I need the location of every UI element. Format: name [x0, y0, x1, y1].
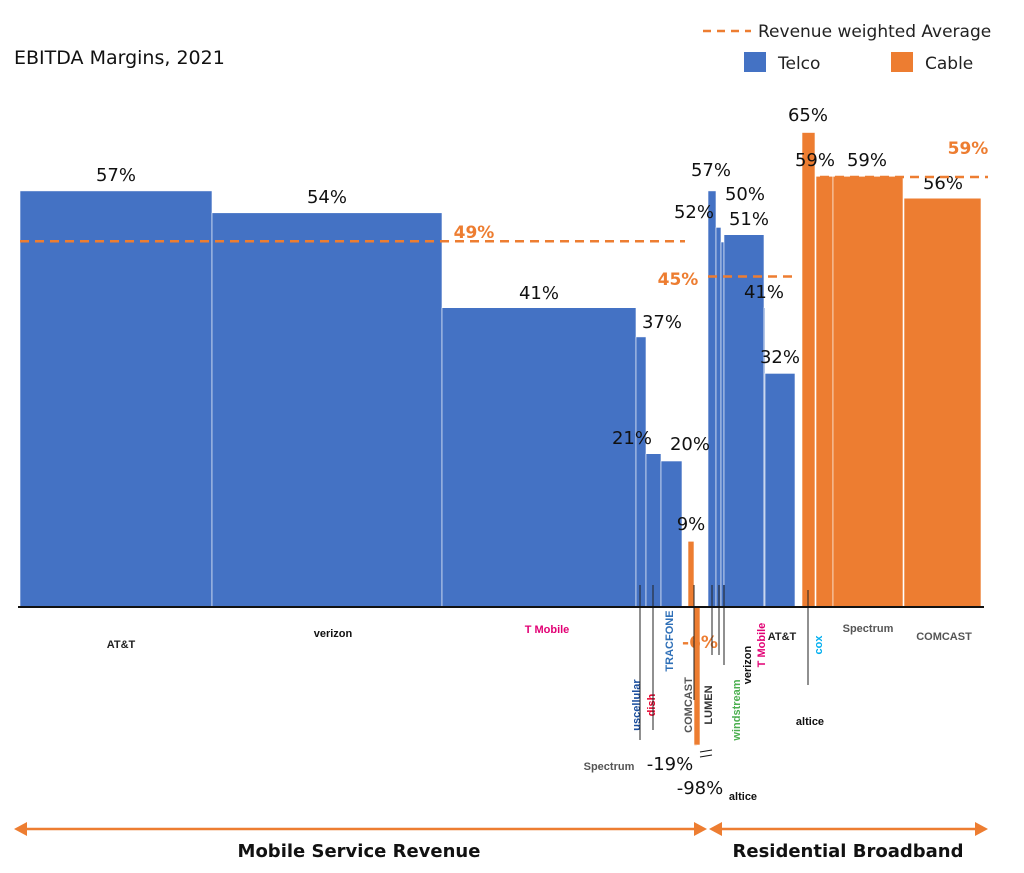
average-label-mobile: 49%	[454, 223, 495, 243]
company-logo-comcast-3: COMCAST	[916, 631, 972, 643]
bar-mobile-service-revenue-comcast	[687, 540, 695, 608]
extra-label-negative: -6%	[682, 633, 718, 653]
bar-residential-broadband-at-t	[764, 373, 796, 608]
company-logo-comcast-11: COMCAST	[683, 677, 695, 733]
value-label-at-t: 32%	[760, 347, 800, 368]
bar-mobile-service-revenue-verizon	[211, 212, 443, 608]
value-label-verizon: 54%	[307, 187, 347, 208]
value-label-lumen: 57%	[691, 160, 731, 181]
bar-mobile-service-revenue-at-t	[19, 190, 213, 608]
section-arrows: Mobile Service Revenue Residential Broad…	[14, 822, 988, 862]
legend-average-label: Revenue weighted Average	[758, 22, 991, 42]
section-label-broadband: Residential Broadband	[733, 841, 964, 862]
company-logo-tracfone-10: TRACFONE	[664, 610, 676, 671]
broadband-arrow-left-head	[709, 822, 722, 836]
value-label-windstream: 50%	[725, 184, 765, 205]
company-logo-spectrum-16: Spectrum	[584, 761, 635, 773]
value-label-t-mobile: 41%	[744, 282, 784, 303]
value-labels-layer: 57% 54% 41% 37% 21% 20% 9% -19% -98% 57% 52% 50% 51%…	[96, 105, 963, 799]
value-label-tracfone: 20%	[670, 434, 710, 455]
company-logo-dish-9: dish	[646, 693, 658, 716]
bar-residential-broadband-cox	[815, 176, 834, 608]
legend-cable-swatch	[891, 52, 913, 72]
bar-mobile-service-revenue-uscellular	[635, 336, 647, 608]
bar-residential-broadband-comcast	[903, 197, 982, 608]
company-logo-verizon-14: verizon	[742, 645, 754, 684]
company-logo-altice-7: altice	[796, 716, 824, 728]
average-label-cable-broadband: 59%	[948, 139, 989, 159]
bracket-mark-2	[699, 754, 713, 758]
value-label-spectrum: -19%	[647, 754, 694, 775]
value-label-t-mobile: 41%	[519, 283, 559, 304]
company-logo-t-mobile-2: T Mobile	[525, 624, 570, 636]
company-logo-at-t-0: AT&T	[107, 639, 136, 651]
company-logo-t-mobile-15: T Mobile	[756, 623, 768, 668]
value-label-altice: 65%	[788, 105, 828, 126]
value-label-spectrum: 59%	[847, 150, 887, 171]
value-label-dish: 21%	[612, 428, 652, 449]
company-logo-uscellular-8: uscellular	[631, 679, 643, 731]
chart-title: EBITDA Margins, 2021	[14, 47, 225, 69]
value-label-uscellular: 37%	[642, 312, 682, 333]
mobile-arrow-right-head	[694, 822, 707, 836]
legend-cable-label: Cable	[925, 54, 973, 74]
mobile-arrow-left-head	[14, 822, 27, 836]
bracket-mark-1	[699, 749, 713, 753]
company-logo-verizon-1: verizon	[314, 628, 353, 640]
value-label-verizon: 51%	[729, 209, 769, 230]
bars-layer	[19, 132, 982, 746]
company-logo-spectrum-4: Spectrum	[843, 623, 894, 635]
legend-telco-swatch	[744, 52, 766, 72]
bar-mobile-service-revenue-dish	[645, 453, 662, 608]
section-label-mobile: Mobile Service Revenue	[238, 841, 481, 862]
legend: Revenue weighted Average Telco Cable	[703, 22, 991, 74]
value-label-cox: 59%	[795, 150, 835, 171]
bar-residential-broadband-frontier	[715, 227, 722, 608]
company-logo-cox-5: cox	[813, 635, 825, 655]
bar-mobile-service-revenue-t-mobile	[441, 307, 637, 608]
average-label-telco-broadband: 45%	[658, 270, 699, 290]
company-logo-altice-17: altice	[729, 791, 757, 803]
company-logo-windstream-13: windstream	[731, 679, 743, 741]
average-lines-layer: 49% 45% 59% -6%	[20, 139, 989, 758]
value-label-at-t: 57%	[96, 165, 136, 186]
bar-residential-broadband-windstream	[720, 241, 725, 608]
broadband-arrow-right-head	[975, 822, 988, 836]
bar-residential-broadband-altice	[801, 132, 816, 608]
value-label-comcast: 9%	[677, 514, 706, 535]
legend-telco-label: Telco	[777, 54, 820, 74]
company-logo-at-t-6: AT&T	[768, 631, 797, 643]
value-label-altice: -98%	[677, 778, 724, 799]
value-label-frontier: 52%	[674, 202, 714, 223]
bar-residential-broadband-spectrum	[832, 176, 904, 608]
company-logo-lumen-12: LUMEN	[703, 685, 715, 724]
bar-residential-broadband-lumen	[707, 190, 717, 608]
